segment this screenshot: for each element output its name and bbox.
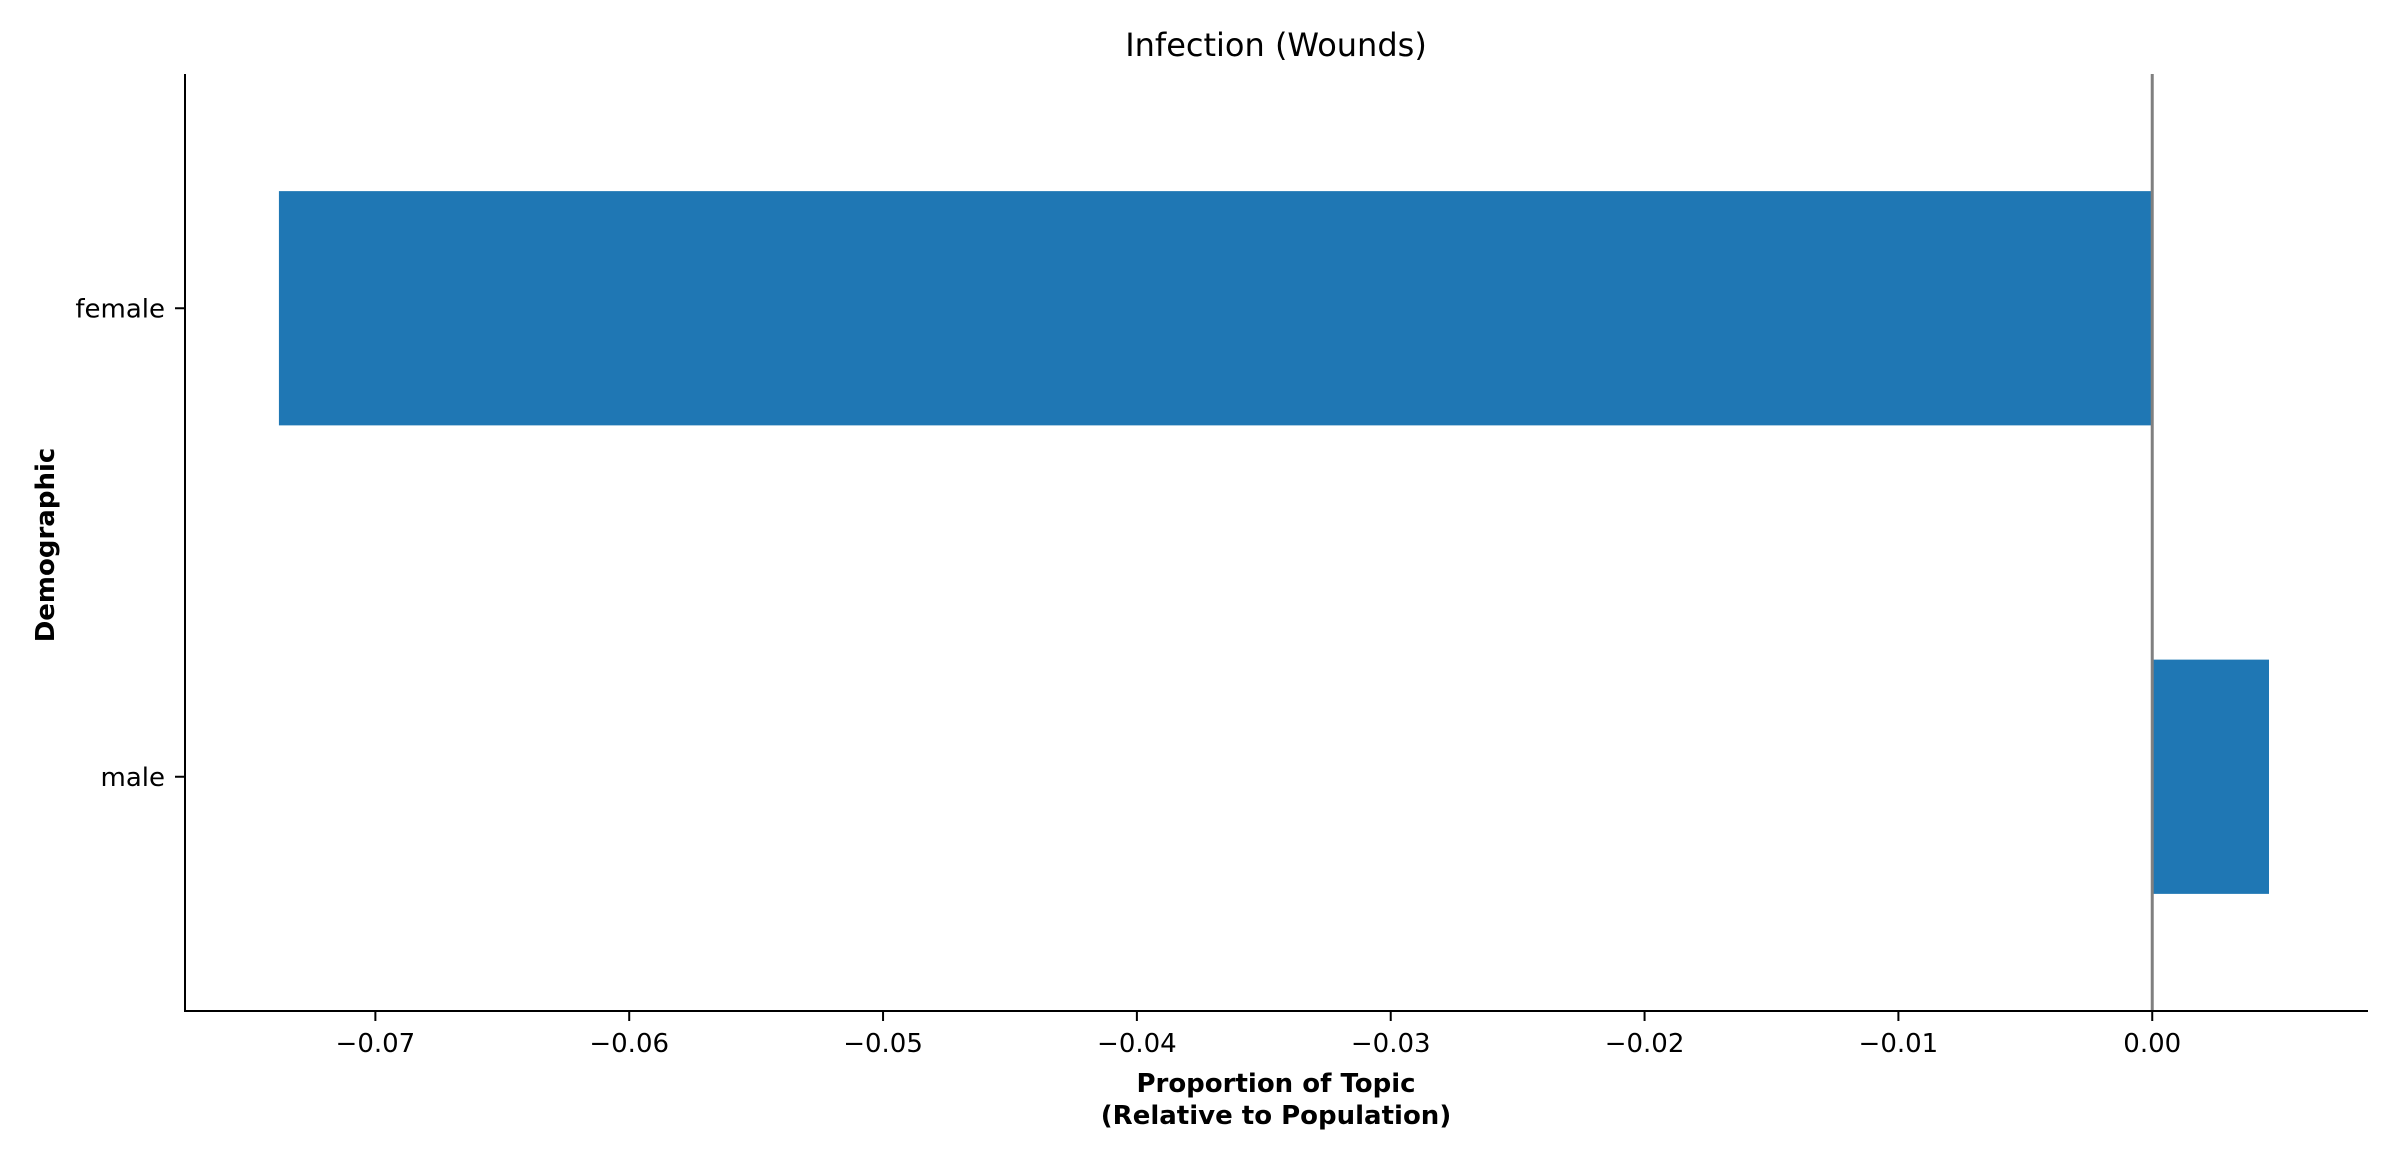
y-axis-label: Demographic <box>31 448 61 643</box>
y-tick-label-male: male <box>101 763 165 793</box>
x-tick-label: 0.00 <box>2123 1029 2181 1059</box>
x-tick-label: −0.02 <box>1605 1029 1685 1059</box>
bar-male <box>2152 659 2270 894</box>
x-tick-label: −0.04 <box>1097 1029 1177 1059</box>
x-tick-label: −0.01 <box>1859 1029 1939 1059</box>
x-tick-label: −0.03 <box>1351 1029 1431 1059</box>
y-tick-label-female: female <box>75 294 165 324</box>
x-tick-label: −0.06 <box>589 1029 669 1059</box>
x-axis-label-line-2: (Relative to Population) <box>1101 1101 1451 1131</box>
x-axis-label-line-1: Proportion of Topic <box>1136 1069 1415 1099</box>
y-ticks-group: female male <box>75 294 185 793</box>
x-ticks-group: −0.07 −0.06 −0.05 −0.04 −0.03 −0.02 −0.01 0.00 <box>336 1011 2181 1059</box>
chart-title: Infection (Wounds) <box>1125 26 1427 64</box>
bar-female <box>278 191 2153 426</box>
x-tick-label: −0.05 <box>843 1029 923 1059</box>
x-tick-label: −0.07 <box>336 1029 416 1059</box>
bars-group <box>278 191 2270 894</box>
